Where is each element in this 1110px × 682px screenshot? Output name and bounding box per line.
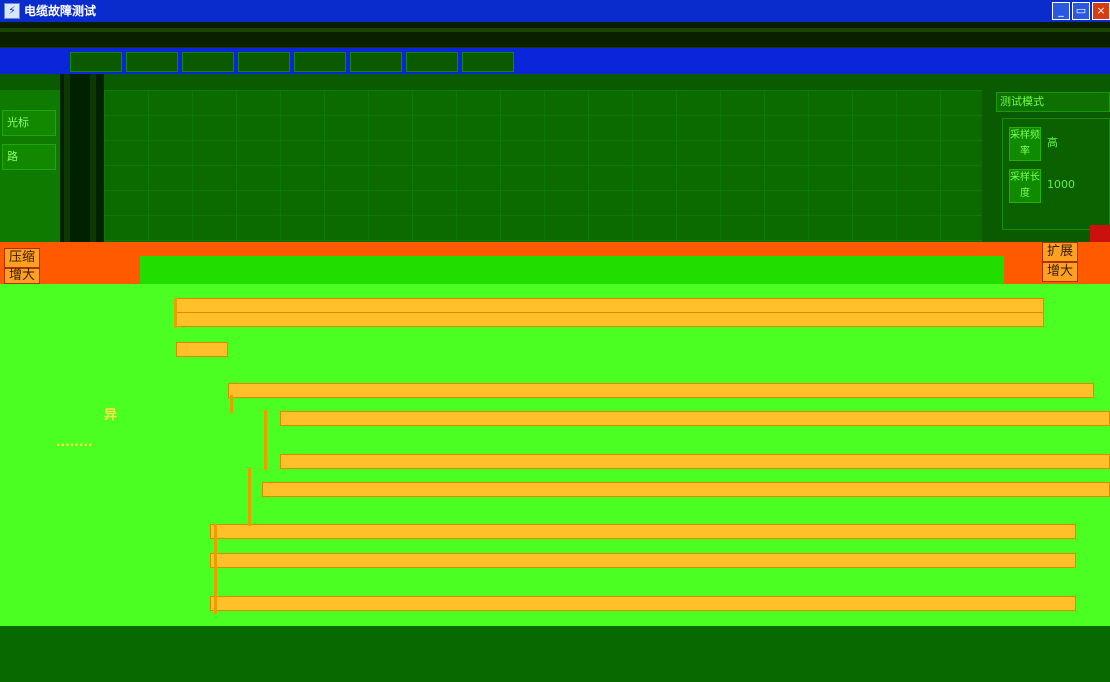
sample-length-value[interactable]: 1000 — [1047, 178, 1075, 191]
track-row[interactable] — [174, 312, 1044, 327]
track-row[interactable] — [280, 411, 1110, 426]
stop-button[interactable] — [1090, 225, 1110, 242]
track-row[interactable] — [210, 524, 1076, 539]
tab-row — [0, 48, 1110, 74]
menu-stripe — [0, 28, 1110, 32]
menu-bar — [0, 22, 1110, 48]
right-panel: 测试模式 采样频率 高 采样长度 1000 — [982, 74, 1110, 242]
status-bar — [0, 626, 1110, 682]
tab-1[interactable] — [70, 52, 122, 72]
expand-button[interactable]: 扩展 — [1042, 242, 1079, 262]
track-connector — [264, 410, 267, 470]
enlarge-right-button[interactable]: 增大 — [1042, 262, 1079, 282]
track-connector — [174, 298, 177, 328]
left-panel: 光标 路 — [0, 90, 60, 242]
divider-bar — [90, 74, 96, 242]
track-connector — [214, 524, 217, 614]
track-row[interactable] — [262, 482, 1110, 497]
sample-rate-label: 采样频率 — [1009, 127, 1041, 161]
track-connector — [230, 395, 233, 413]
tab-5[interactable] — [294, 52, 346, 72]
enlarge-left-button[interactable]: 增大 — [4, 268, 41, 284]
waveform-graph[interactable] — [104, 90, 982, 242]
window-title: 电缆故障测试 — [24, 4, 97, 18]
sample-rate-value[interactable]: 高 — [1047, 136, 1058, 149]
track-row[interactable] — [210, 596, 1076, 611]
tab-2[interactable] — [126, 52, 178, 72]
tab-7[interactable] — [406, 52, 458, 72]
tab-8[interactable] — [462, 52, 514, 72]
strip-track[interactable] — [140, 256, 1004, 284]
settings-box: 采样频率 高 采样长度 1000 — [1002, 118, 1110, 230]
track-row[interactable] — [176, 342, 228, 357]
sample-length-label: 采样长度 — [1009, 169, 1041, 203]
track-row[interactable] — [228, 383, 1094, 398]
tab-4[interactable] — [238, 52, 290, 72]
route-label: 路 — [2, 144, 56, 170]
track-row[interactable] — [210, 553, 1076, 568]
title-bar: ⚡ 电缆故障测试 _ ▭ × — [0, 0, 1110, 22]
maximize-button[interactable]: ▭ — [1072, 2, 1090, 20]
track-row[interactable] — [174, 298, 1044, 313]
cursor-label: 光标 — [2, 110, 56, 136]
device-label: 异 — [104, 408, 118, 423]
control-strip: 压缩 增大 扩展 增大 — [0, 242, 1110, 284]
app-icon: ⚡ — [4, 3, 20, 19]
track-connector — [248, 468, 251, 526]
divider-bar — [64, 74, 70, 242]
tab-3[interactable] — [182, 52, 234, 72]
mode-header: 测试模式 — [996, 92, 1110, 112]
compress-button[interactable]: 压缩 — [4, 248, 41, 268]
dotted-label: ........ — [56, 435, 93, 449]
close-button[interactable]: × — [1092, 2, 1110, 20]
track-row[interactable] — [280, 454, 1110, 469]
left-divider — [60, 74, 104, 242]
tab-6[interactable] — [350, 52, 402, 72]
toolbar — [0, 74, 1110, 90]
minimize-button[interactable]: _ — [1052, 2, 1070, 20]
